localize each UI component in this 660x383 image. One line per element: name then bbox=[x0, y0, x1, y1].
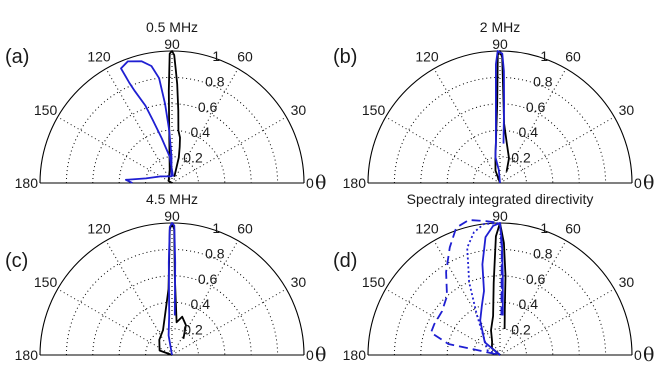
angle-spoke bbox=[57, 288, 173, 356]
angle-label-150: 150 bbox=[362, 102, 386, 118]
radial-grid-circle bbox=[92, 103, 252, 184]
radial-grid-circle bbox=[92, 275, 252, 356]
angle-spoke bbox=[105, 68, 173, 184]
angle-spoke bbox=[105, 240, 173, 356]
series-line-0 bbox=[490, 222, 507, 356]
panel-label: (b) bbox=[333, 46, 357, 68]
angle-spoke bbox=[433, 68, 501, 184]
panel-c: 90 30 60 120 150 180 0 θ 0.2 0.4 0.6 0.8 1 4.5 MHz (c) bbox=[5, 191, 326, 366]
angle-label-150: 150 bbox=[362, 274, 386, 290]
angle-label-180: 180 bbox=[15, 175, 39, 191]
angle-label-30: 30 bbox=[291, 102, 307, 118]
theta-symbol: θ bbox=[315, 344, 326, 366]
angle-label-90: 90 bbox=[164, 36, 180, 52]
angle-label-60: 60 bbox=[237, 221, 253, 237]
radial-tick-label: 0.6 bbox=[198, 99, 218, 115]
radial-tick-label: 0.6 bbox=[198, 271, 218, 287]
angle-label-30: 30 bbox=[291, 274, 307, 290]
angle-label-120: 120 bbox=[415, 49, 439, 65]
angle-label-90: 90 bbox=[164, 208, 180, 224]
radial-tick-label: 0.4 bbox=[191, 124, 211, 140]
radial-tick-label: 1 bbox=[540, 220, 548, 236]
radial-tick-label: 0.8 bbox=[533, 73, 553, 89]
angle-label-90: 90 bbox=[492, 208, 508, 224]
series-line-3 bbox=[430, 219, 503, 356]
panel-title: 0.5 MHz bbox=[146, 19, 198, 35]
radial-tick-label: 0.2 bbox=[511, 322, 531, 338]
angle-label-60: 60 bbox=[237, 49, 253, 65]
series-line-1 bbox=[167, 222, 177, 356]
radial-tick-label: 0.2 bbox=[183, 150, 203, 166]
radial-tick-label: 0.2 bbox=[183, 322, 203, 338]
radial-tick-label: 0.8 bbox=[533, 245, 553, 261]
series-line-1 bbox=[120, 60, 174, 184]
panel-title: Spectraly integrated directivity bbox=[407, 191, 594, 207]
radial-tick-label: 1 bbox=[540, 48, 548, 64]
angle-label-120: 120 bbox=[415, 221, 439, 237]
radial-tick-label: 0.6 bbox=[526, 99, 546, 115]
radial-tick-label: 0.8 bbox=[205, 245, 225, 261]
angle-label-30: 30 bbox=[619, 274, 635, 290]
panel-label: (a) bbox=[5, 46, 29, 68]
theta-symbol: θ bbox=[643, 172, 654, 194]
panel-a: 90 30 60 120 150 180 0 θ 0.2 0.4 0.6 0.8 1 0.5 MHz (a) bbox=[5, 19, 326, 194]
series-line-0 bbox=[158, 222, 187, 356]
angle-label-120: 120 bbox=[87, 49, 111, 65]
panel-title: 2 MHz bbox=[480, 19, 520, 35]
radial-grid-circle bbox=[420, 275, 580, 356]
radial-tick-label: 0.6 bbox=[526, 271, 546, 287]
angle-label-0: 0 bbox=[634, 347, 642, 363]
theta-symbol: θ bbox=[643, 344, 654, 366]
angle-label-120: 120 bbox=[87, 221, 111, 237]
radial-tick-label: 0.8 bbox=[205, 73, 225, 89]
radial-tick-label: 0.4 bbox=[519, 296, 539, 312]
radial-tick-label: 1 bbox=[212, 220, 220, 236]
angle-label-0: 0 bbox=[306, 175, 314, 191]
angle-label-60: 60 bbox=[565, 49, 581, 65]
series-line-0 bbox=[167, 50, 181, 184]
panel-label: (c) bbox=[5, 250, 28, 272]
angle-spoke bbox=[385, 116, 501, 184]
panel-title: 4.5 MHz bbox=[146, 191, 198, 207]
angle-label-0: 0 bbox=[634, 175, 642, 191]
radial-tick-label: 0.2 bbox=[511, 150, 531, 166]
series-line-2 bbox=[466, 222, 503, 356]
angle-spoke bbox=[57, 116, 173, 184]
radial-tick-label: 0.4 bbox=[519, 124, 539, 140]
angle-label-60: 60 bbox=[565, 221, 581, 237]
panel-label: (d) bbox=[333, 250, 357, 272]
radial-tick-label: 0.4 bbox=[191, 296, 211, 312]
panel-d: 90 30 60 120 150 180 0 θ 0.2 0.4 0.6 0.8 1 Spectraly … bbox=[333, 191, 654, 366]
angle-label-180: 180 bbox=[343, 175, 367, 191]
angle-label-180: 180 bbox=[343, 347, 367, 363]
series-line-1 bbox=[494, 50, 505, 184]
panel-b: 90 30 60 120 150 180 0 θ 0.2 0.4 0.6 0.8 1 2 MHz (b) bbox=[333, 19, 654, 194]
radial-tick-label: 1 bbox=[212, 48, 220, 64]
radial-grid-circle bbox=[420, 103, 580, 184]
theta-symbol: θ bbox=[315, 172, 326, 194]
angle-label-150: 150 bbox=[34, 274, 58, 290]
angle-label-150: 150 bbox=[34, 102, 58, 118]
angle-label-30: 30 bbox=[619, 102, 635, 118]
angle-label-90: 90 bbox=[492, 36, 508, 52]
angle-label-0: 0 bbox=[306, 347, 314, 363]
series-line-1 bbox=[479, 222, 504, 356]
angle-label-180: 180 bbox=[15, 347, 39, 363]
